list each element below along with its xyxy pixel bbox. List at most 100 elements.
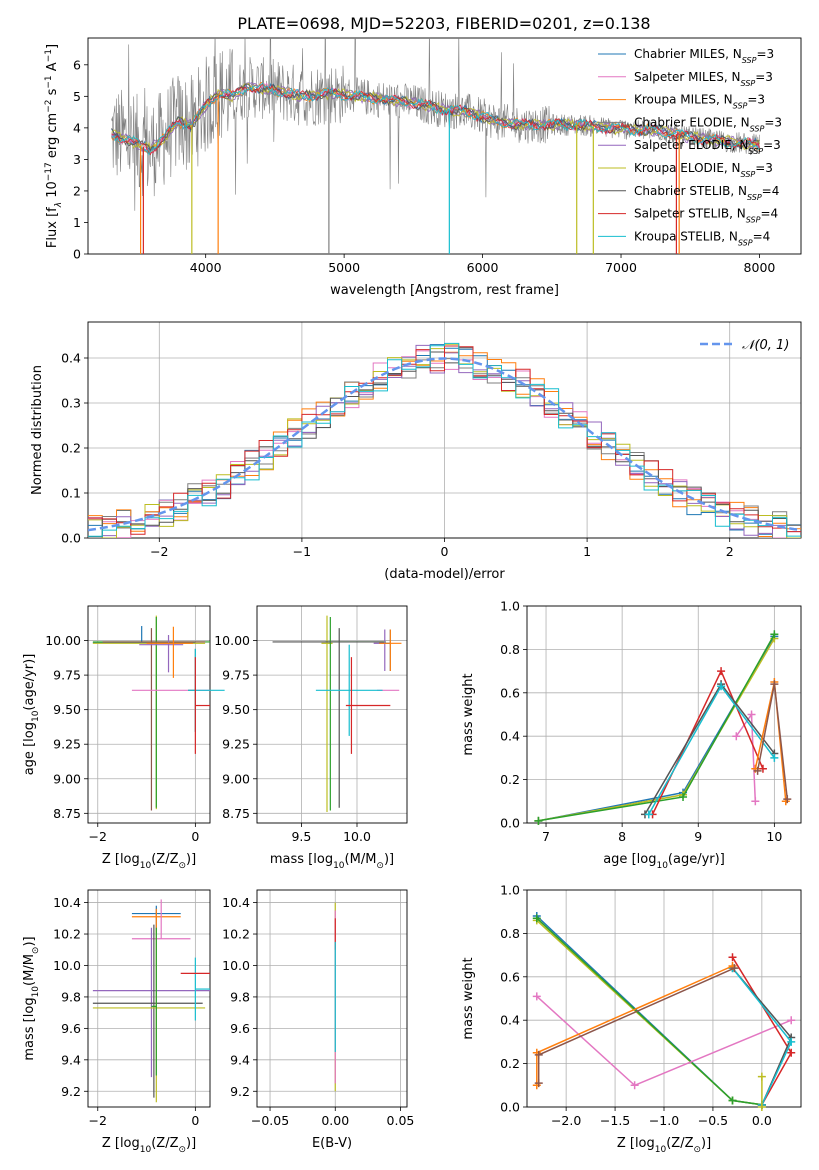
x-axis-label: age [log10(age/yr)]: [603, 852, 725, 871]
mass-weight-marker: [787, 1037, 796, 1046]
x-tick-label: 0: [441, 544, 449, 559]
x-tick-label: 8: [618, 829, 626, 844]
axes-frame: [526, 605, 802, 824]
x-tick-label: −0.5: [698, 1113, 728, 1128]
y-tick-label: 0.4: [61, 351, 81, 366]
mass-weight-marker: [534, 816, 543, 825]
x-tick-label: −1.0: [649, 1113, 679, 1128]
mass-weight-marker: [787, 1016, 796, 1025]
errorbar-point: [315, 644, 383, 736]
age-vs-z-panel: −2 0 8.75 9.00 9.25 9.50 9.75 10.00 Z [log10(Z/Z…: [22, 605, 225, 871]
y-tick-label: 0.8: [500, 926, 520, 941]
mass-weight-marker: [757, 1072, 766, 1081]
x-axis-label: wavelength [Angstrom, rest frame]: [330, 283, 559, 298]
x-axis-label: (data-model)/error: [384, 567, 505, 582]
y-tick-label: 8.75: [53, 806, 81, 821]
y-tick-label: 10.4: [222, 895, 250, 910]
legend-entry: Kroupa ELODIE, NSSP=3: [634, 161, 773, 179]
x-axis-label: Z [log10(Z/Z⊙)]: [102, 852, 196, 871]
x-tick-label: 7: [542, 829, 550, 844]
mass-weight-marker: [717, 667, 726, 676]
x-tick-label: −0.05: [251, 1113, 289, 1128]
y-tick-label: 10.0: [222, 958, 250, 973]
x-tick-label: −1.5: [600, 1113, 630, 1128]
y-axis-label: mass [log10(M/M⊙)]: [22, 936, 41, 1060]
y-tick-label: 8.75: [222, 806, 250, 821]
errorbar-point: [194, 957, 210, 1021]
y-tick-label: 5: [73, 89, 81, 104]
spectrum-legend: Chabrier MILES, NSSP=3 Salpeter MILES, NS…: [598, 47, 782, 247]
spectrum-panel: 4000 5000 6000 7000 8000 0 1 2 3 4 5 6 Chabrier MILE…: [44, 37, 802, 298]
y-tick-label: 0.3: [61, 396, 81, 411]
y-tick-label: 9.50: [222, 702, 250, 717]
x-tick-label: 5000: [328, 260, 360, 275]
y-tick-label: 0.2: [61, 441, 81, 456]
x-tick-label: 10: [766, 829, 782, 844]
errorbar-point: [139, 635, 184, 673]
axes-frame: [256, 605, 408, 824]
y-tick-label: 9.4: [230, 1052, 250, 1067]
errorbar-point: [131, 899, 191, 940]
x-axis-label: Z [log10(Z/Z⊙)]: [102, 1136, 196, 1155]
legend-entry: Kroupa STELIB, NSSP=4: [634, 229, 770, 247]
errorbar-point: [92, 626, 196, 644]
y-axis-label: mass weight: [461, 673, 476, 755]
mass-weight-marker: [753, 766, 762, 775]
y-tick-label: 6: [73, 57, 81, 72]
y-tick-label: 0.0: [61, 531, 81, 546]
y-tick-label: 3: [73, 152, 81, 167]
axes-frame: [87, 37, 802, 255]
errorbar-point: [92, 924, 203, 1098]
y-tick-label: 2: [73, 183, 81, 198]
y-tick-label: 0: [73, 247, 81, 262]
y-tick-label: 10.0: [53, 958, 81, 973]
x-tick-label: 9: [694, 829, 702, 844]
histogram-group: [88, 342, 801, 538]
legend-entry: Chabrier ELODIE, NSSP=3: [634, 115, 782, 132]
legend-entry: Kroupa MILES, NSSP=3: [634, 93, 765, 111]
legend-entry: Chabrier STELIB, NSSP=4: [634, 184, 779, 202]
mass-weight-marker: [728, 953, 737, 962]
x-tick-label: 9.5: [291, 829, 311, 844]
y-tick-label: 9.25: [53, 737, 81, 752]
x-tick-label: 0.05: [387, 1113, 415, 1128]
y-tick-label: 0.0: [500, 1100, 520, 1115]
mass-weight-marker: [770, 753, 779, 762]
y-tick-label: 9.6: [230, 1021, 250, 1036]
x-tick-label: 0.00: [321, 1113, 349, 1128]
y-tick-label: 9.2: [230, 1084, 250, 1099]
y-tick-label: 0.4: [500, 729, 520, 744]
y-tick-label: 0.6: [500, 969, 520, 984]
model-spectrum-line: [111, 81, 760, 155]
y-tick-label: 9.4: [61, 1052, 81, 1067]
mass-weight-marker: [787, 1048, 796, 1057]
x-tick-label: 0: [191, 1113, 199, 1128]
errorbar-point: [146, 626, 193, 678]
legend-entry: 𝒩(0, 1): [742, 338, 789, 353]
spectrum-traces: [111, 38, 760, 254]
axes-frame: [87, 605, 211, 824]
y-tick-label: 4: [73, 120, 81, 135]
mass-weight-marker: [770, 680, 779, 689]
x-tick-label: 6000: [467, 260, 499, 275]
errorbar-point: [92, 927, 210, 1078]
errorbar-point: [102, 628, 206, 811]
mass-weight-marker: [747, 710, 756, 719]
mass-weight-marker: [630, 1081, 639, 1090]
y-tick-label: 0.1: [61, 486, 81, 501]
figure-title: PLATE=0698, MJD=52203, FIBERID=0201, z=0…: [237, 14, 650, 33]
mass-weight-marker: [534, 1050, 543, 1059]
y-tick-label: 0.0: [500, 816, 520, 831]
mass-weight-marker: [757, 1103, 766, 1111]
y-tick-label: 10.00: [45, 633, 81, 648]
y-tick-label: 9.2: [61, 1084, 81, 1099]
legend-entry: Salpeter MILES, NSSP=3: [634, 70, 773, 88]
y-axis-label: mass weight: [461, 957, 476, 1039]
y-tick-label: 1.0: [500, 883, 520, 898]
y-axis-label: Flux [fλ 10−17 erg cm−2 s−1 A−1]: [44, 44, 64, 248]
y-tick-label: 0.8: [500, 642, 520, 657]
y-tick-label: 0.2: [500, 772, 520, 787]
model-spectrum-line: [111, 82, 760, 156]
massweight-vs-z-panel: −2.0 −1.5 −1.0 −0.5 0.0 0.0 0.2 0.4 0.6 0.8 1.0 Z […: [461, 883, 802, 1155]
x-axis-label: E(B-V): [312, 1136, 352, 1151]
